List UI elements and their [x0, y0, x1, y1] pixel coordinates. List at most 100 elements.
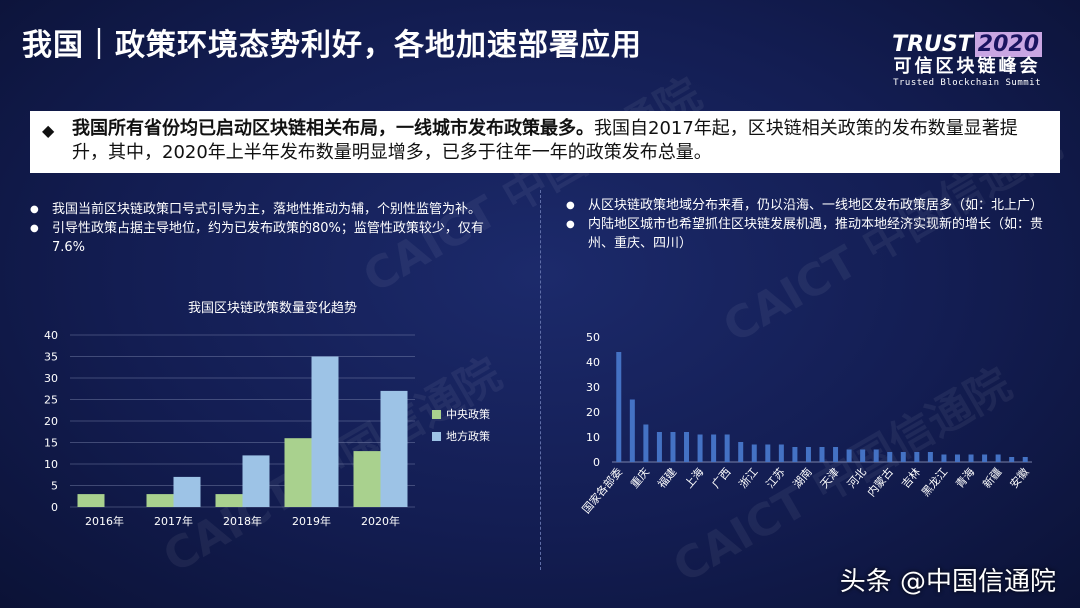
- x-tick-label: 河北: [845, 466, 869, 491]
- bar-region: [684, 432, 690, 462]
- bar-central: [284, 438, 312, 507]
- y-tick-label: 40: [586, 356, 600, 369]
- y-tick-label: 20: [586, 406, 600, 419]
- bar-region: [805, 447, 811, 462]
- bar-region: [670, 432, 676, 462]
- bar-region: [873, 449, 879, 462]
- x-tick-label: 青海: [952, 465, 977, 491]
- x-tick-label: 2016年: [85, 514, 124, 528]
- y-tick-label: 10: [586, 431, 600, 444]
- bar-region: [765, 444, 771, 462]
- y-tick-label: 40: [44, 329, 58, 342]
- x-tick-label: 2018年: [223, 514, 262, 528]
- bar-central: [146, 494, 174, 507]
- bar-region: [724, 434, 730, 462]
- y-tick-label: 5: [51, 480, 58, 493]
- bar-region: [927, 452, 933, 462]
- footer-attribution: 头条 @中国信通院: [839, 567, 1056, 597]
- x-tick-label: 2017年: [154, 514, 193, 528]
- logo-chinese-name: 可信区块链峰会: [893, 56, 1041, 77]
- key-finding-banner: ◆ 我国所有省份均已启动区块链相关布局，一线城市发布政策最多。我国自2017年起…: [30, 111, 1060, 173]
- diamond-bullet-icon: ◆: [42, 121, 55, 140]
- y-tick-label: 25: [44, 394, 58, 407]
- right-bullet-list: 从区块链政策地域分布来看，仍以沿海、一线地区发布政策居多（如：北上广） 内陆地区…: [566, 196, 1056, 253]
- x-tick-label: 福建: [654, 465, 679, 491]
- y-tick-label: 30: [586, 381, 600, 394]
- x-tick-label: 吉林: [898, 465, 923, 491]
- x-tick-label: 上海: [681, 465, 706, 491]
- legend-label: 中央政策: [446, 407, 490, 421]
- y-tick-label: 50: [586, 331, 600, 344]
- chart-title: 我国区块链政策数量变化趋势: [188, 300, 357, 316]
- bar-region: [778, 444, 784, 462]
- bar-region: [968, 454, 974, 462]
- bar-region: [887, 452, 893, 462]
- logo-english-name: Trusted Blockchain Summit: [893, 78, 1042, 88]
- list-item: 从区块链政策地域分布来看，仍以沿海、一线地区发布政策居多（如：北上广）: [566, 196, 1056, 215]
- bar-central: [215, 494, 243, 507]
- bar-central: [77, 494, 105, 507]
- column-divider: [540, 190, 541, 570]
- x-tick-label: 重庆: [627, 465, 652, 491]
- bar-region: [629, 399, 635, 462]
- bar-local: [242, 455, 270, 507]
- legend-swatch: [432, 432, 441, 441]
- bar-region: [751, 444, 757, 462]
- x-tick-label: 湖南: [791, 466, 815, 491]
- list-item: 内陆地区城市也希望抓住区块链发展机遇，推动本地经济实现新的增长（如：贵州、重庆、…: [566, 215, 1056, 253]
- bar-region: [914, 452, 920, 462]
- y-tick-label: 30: [44, 372, 58, 385]
- x-tick-label: 天津: [818, 466, 842, 491]
- logo-trust-text: TRUST: [892, 32, 973, 57]
- x-tick-label: 2019年: [292, 514, 331, 528]
- bar-region: [995, 454, 1001, 462]
- bar-region: [1009, 457, 1015, 462]
- bar-region: [792, 447, 798, 462]
- y-tick-label: 35: [44, 351, 58, 364]
- bar-region: [819, 447, 825, 462]
- banner-text: 我国所有省份均已启动区块链相关布局，一线城市发布政策最多。我国自2017年起，区…: [72, 117, 1052, 165]
- x-tick-label: 内蒙古: [864, 465, 896, 499]
- bar-region: [860, 449, 866, 462]
- left-bullet-list: 我国当前区块链政策口号式引导为主，落地性推动为辅，个别性监管为补。 引导性政策占…: [30, 200, 510, 257]
- bar-region: [616, 352, 622, 462]
- bar-local: [173, 476, 201, 507]
- bar-central: [353, 451, 381, 507]
- x-tick-label: 2020年: [361, 514, 400, 528]
- bar-region: [846, 449, 852, 462]
- bar-region: [833, 447, 839, 462]
- slide-title: 我国｜政策环境态势利好，各地加速部署应用: [22, 28, 642, 63]
- bar-region: [697, 434, 703, 462]
- x-tick-label: 浙江: [736, 466, 760, 491]
- x-tick-label: 广西: [709, 466, 733, 491]
- bar-region: [711, 434, 717, 462]
- legend-label: 地方政策: [446, 429, 490, 443]
- bar-region: [656, 432, 662, 462]
- bar-region: [738, 442, 744, 462]
- list-item: 我国当前区块链政策口号式引导为主，落地性推动为辅，个别性监管为补。: [30, 200, 510, 219]
- bar-local: [311, 356, 339, 507]
- bar-region: [1022, 457, 1028, 462]
- y-tick-label: 0: [593, 456, 600, 469]
- y-tick-label: 10: [44, 458, 58, 471]
- bar-region: [900, 452, 906, 462]
- legend-swatch: [432, 410, 441, 419]
- bar-region: [643, 424, 649, 462]
- y-tick-label: 15: [44, 437, 58, 450]
- x-tick-label: 新疆: [980, 465, 1005, 491]
- summit-logo: TRUST 2020 可信区块链峰会 Trusted Blockchain Sum…: [892, 32, 1042, 88]
- bar-region: [982, 454, 988, 462]
- x-tick-label: 国家各部委: [579, 465, 625, 516]
- y-tick-label: 20: [44, 415, 58, 428]
- logo-year-badge: 2020: [974, 32, 1042, 57]
- x-tick-label: 黑龙江: [919, 466, 950, 500]
- banner-bold-text: 我国所有省份均已启动区块链相关布局，一线城市发布政策最多。: [72, 118, 594, 139]
- list-item: 引导性政策占据主导地位，约为已发布政策的80%；监管性政策较少，仅有7.6%: [30, 219, 510, 257]
- bar-region: [941, 454, 947, 462]
- x-tick-label: 安徽: [1007, 465, 1032, 491]
- x-tick-label: 江苏: [764, 466, 788, 491]
- bar-region: [954, 454, 960, 462]
- banner-normal-text: 我国自2017年起，区块链相关政策的发布数量显著提升，其中，2020年上半年发布…: [72, 118, 1018, 163]
- bar-local: [380, 390, 408, 507]
